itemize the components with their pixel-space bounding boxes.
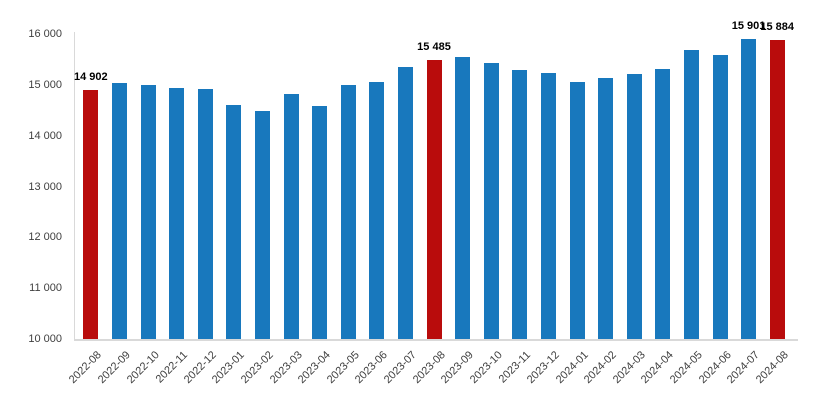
bar	[283, 94, 299, 339]
bar	[169, 88, 185, 339]
y-axis-tick-label: 12 000	[28, 231, 62, 244]
bar-value-label: 15 884	[760, 20, 795, 33]
bar	[226, 105, 242, 339]
bar	[111, 83, 127, 339]
bar	[512, 70, 528, 339]
bar	[712, 54, 728, 339]
bar-value-label: 15 901	[731, 20, 766, 33]
y-axis-tick-label: 10 000	[28, 333, 62, 345]
bar	[769, 39, 785, 339]
bar	[569, 81, 585, 339]
bar	[598, 78, 614, 339]
bar	[369, 81, 385, 339]
bar	[340, 84, 356, 339]
bar	[455, 56, 471, 339]
bar-value-label: 15 485	[417, 41, 451, 54]
bar	[197, 89, 213, 339]
bar	[83, 89, 99, 339]
y-axis-tick-label: 11 000	[29, 282, 62, 295]
y-axis-tick-label: 15 000	[28, 78, 62, 91]
x-axis-line	[74, 339, 798, 341]
y-axis-tick-label: 16 000	[28, 28, 62, 40]
bar	[741, 39, 757, 339]
bar	[426, 60, 442, 339]
bar	[397, 67, 413, 339]
bar	[626, 73, 642, 339]
bar	[483, 62, 499, 339]
bar	[540, 73, 556, 339]
bar	[683, 49, 699, 339]
y-axis-tick-label: 14 000	[28, 129, 62, 142]
bar-value-label: 14 902	[73, 70, 108, 83]
bar	[655, 69, 671, 339]
y-axis-tick-label: 13 000	[28, 180, 62, 193]
bar	[312, 105, 328, 339]
bar	[254, 111, 270, 339]
y-axis-line	[74, 32, 75, 340]
bar	[140, 85, 156, 339]
